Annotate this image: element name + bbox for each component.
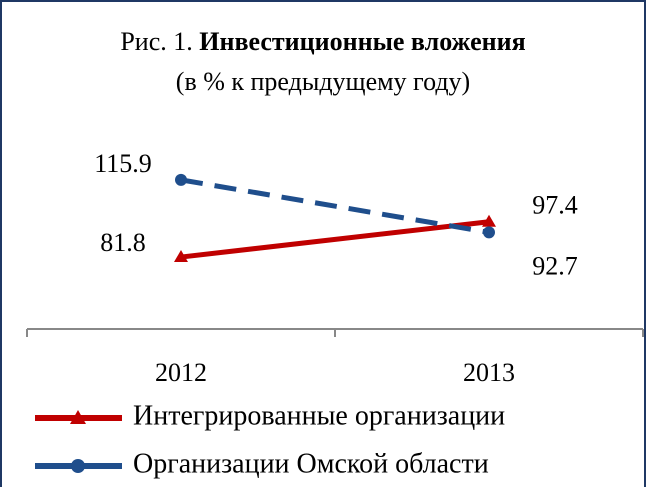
legend-marker — [70, 410, 86, 424]
legend-label: Интегрированные организации — [133, 400, 505, 431]
chart-subtitle: (в % к предыдущему году) — [176, 67, 470, 96]
legend-marker — [71, 459, 85, 473]
point — [482, 214, 496, 227]
point — [175, 173, 187, 186]
chart-title: Инвестиционные вложения — [199, 27, 525, 56]
legend-label: Организации Омской области — [133, 448, 489, 479]
x-tick-label: 2013 — [463, 358, 515, 387]
point — [174, 250, 188, 263]
data-label: 115.9 — [94, 149, 152, 178]
series-line — [180, 177, 490, 235]
data-label: 92.7 — [532, 251, 578, 280]
chart-title-group: Рис. 1. Инвестиционные вложения — [120, 27, 525, 56]
data-label: 97.4 — [532, 191, 578, 220]
series-line — [180, 219, 490, 260]
figure-label: Рис. 1. — [120, 27, 192, 56]
x-tick-label: 2012 — [155, 358, 207, 387]
data-label: 81.8 — [100, 228, 146, 257]
point — [483, 226, 495, 239]
